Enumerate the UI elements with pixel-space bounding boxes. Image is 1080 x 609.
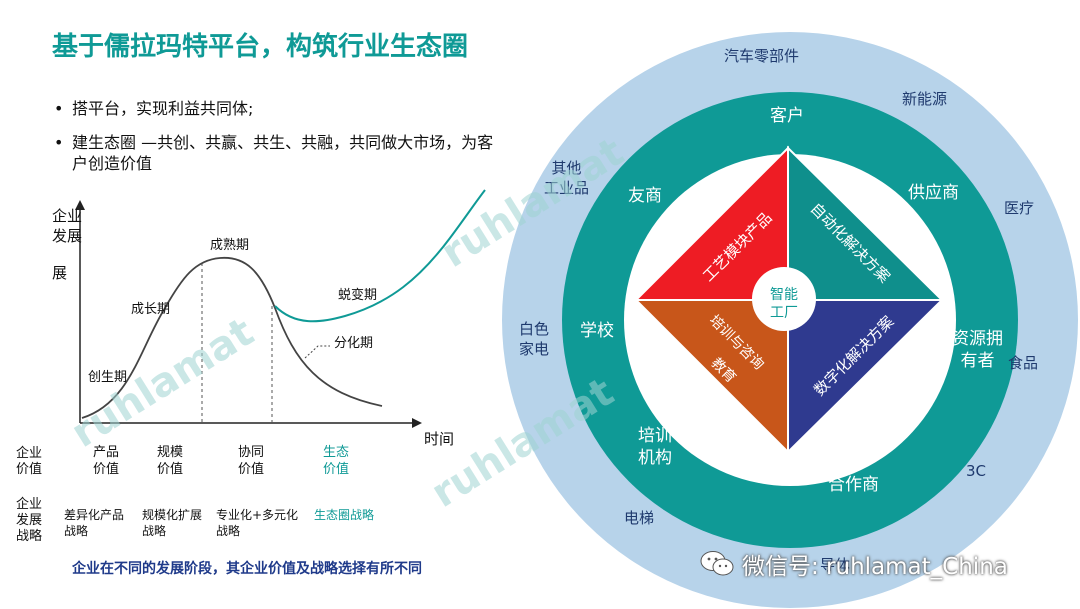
industry-elevator: 电梯 — [624, 509, 655, 527]
industry-other: 其他 工业品 — [544, 159, 590, 197]
value-ecosystem: 生态 价值 — [322, 445, 349, 477]
partner-supplier: 供应商 — [908, 183, 959, 203]
stage-transform: 蜕变期 — [338, 288, 378, 303]
bullet-2: • 建生态圈 —共创、共赢、共生、共融，共同做大市场，为客 — [54, 133, 494, 152]
industry-3c: 3C — [966, 462, 987, 480]
bullet-1: • 搭平台，实现利益共同体; — [54, 99, 254, 118]
industry-auto-parts: 汽车零部件 — [724, 47, 800, 65]
strategy-ecosystem: 生态圈战略 — [314, 508, 375, 522]
strategy-scale: 规模化扩展 战略 — [142, 508, 203, 538]
wechat-id: 微信号: ruhlamat_China — [700, 547, 1008, 581]
stage-divide: 分化期 — [334, 336, 374, 351]
industry-food: 食品 — [1008, 354, 1039, 372]
partner-resource-owner: 资源拥 有者 — [952, 329, 1003, 371]
row-label-value: 企业 价值 — [16, 446, 43, 477]
partner-customer: 客户 — [770, 106, 804, 126]
strategy-differentiation: 差异化产品 战略 — [64, 508, 125, 538]
value-synergy: 协同 价值 — [237, 445, 264, 477]
industry-medical: 医疗 — [1004, 199, 1035, 217]
footer-note: 企业在不同的发展阶段，其企业价值及战略选择有所不同 — [72, 561, 422, 577]
x-axis-label: 时间 — [424, 430, 455, 448]
stage-startup: 创生期 — [88, 370, 128, 385]
stage-growth: 成长期 — [131, 302, 171, 317]
ecosystem-diagram — [502, 32, 1078, 608]
y-axis-label-3: 展 — [52, 264, 68, 282]
label-smart-factory: 智能 工厂 — [770, 287, 798, 321]
strategy-specialization: 专业化+多元化 战略 — [216, 508, 299, 538]
bullet-2-cont: 户创造价值 — [72, 154, 153, 173]
partner-cooperator: 合作商 — [828, 475, 879, 495]
industry-new-energy: 新能源 — [902, 90, 948, 108]
partner-training-institution: 培训 机构 — [638, 426, 672, 468]
page-title: 基于儒拉玛特平台，构筑行业生态圈 — [52, 32, 469, 62]
row-label-strategy: 企业 发展 战略 — [16, 497, 43, 544]
partner-competitor: 友商 — [628, 186, 662, 206]
stage-mature: 成熟期 — [210, 238, 250, 253]
partner-school: 学校 — [580, 321, 614, 341]
industry-semiconductor: 导体 — [820, 556, 851, 574]
lifecycle-curve — [75, 189, 486, 428]
value-product: 产品 价值 — [92, 445, 119, 477]
wechat-icon — [700, 551, 734, 576]
industry-white-goods: 白色 家电 — [519, 320, 550, 358]
value-scale: 规模 价值 — [156, 445, 183, 477]
center-circle — [752, 267, 816, 331]
triangle-digital — [787, 299, 945, 455]
